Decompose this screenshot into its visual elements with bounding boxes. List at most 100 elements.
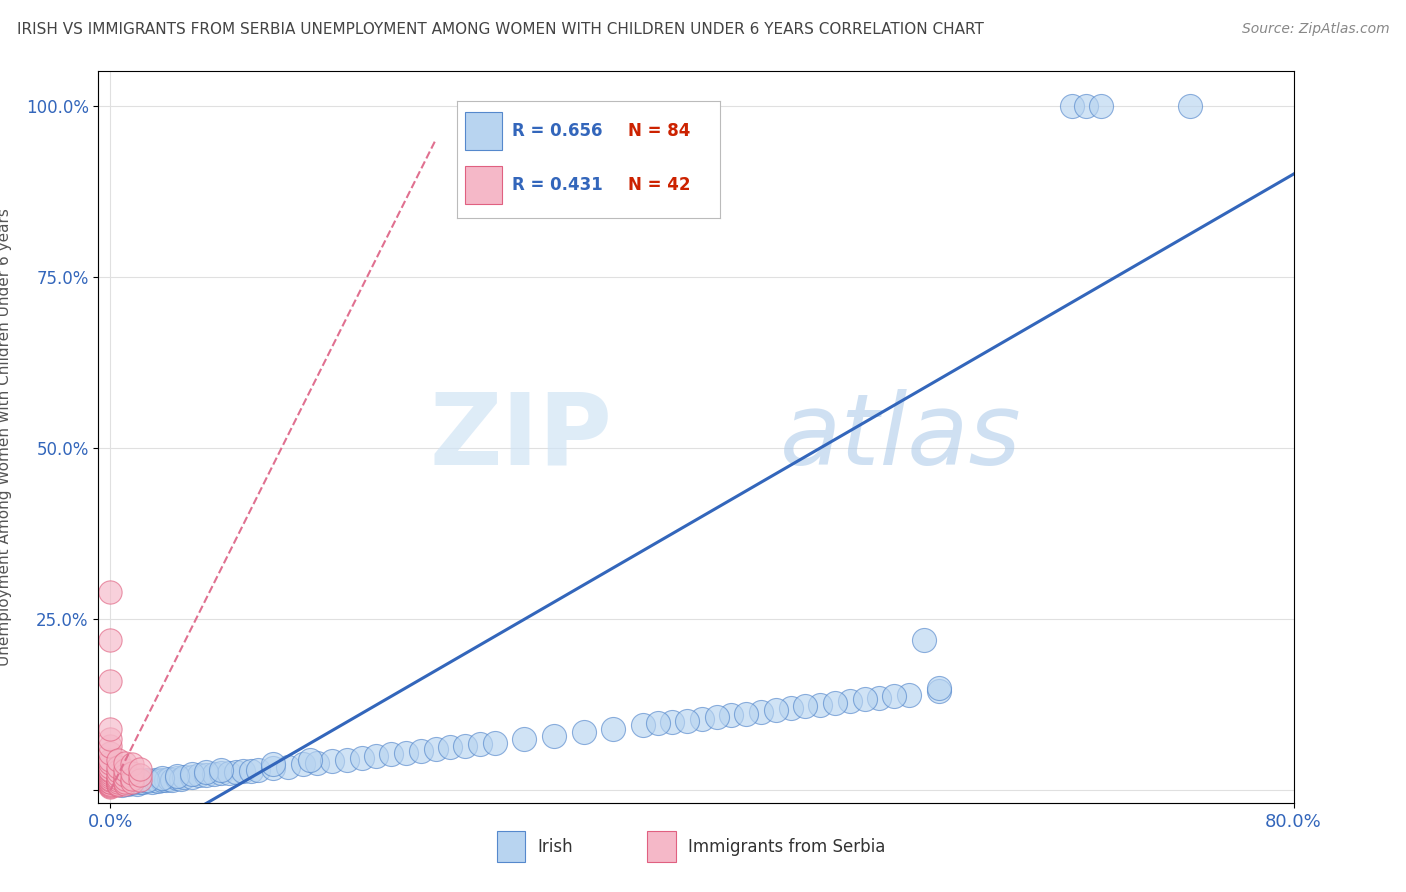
Point: [195, 768, 218, 782]
Point: [136, 773, 159, 788]
Point: [150, 771, 173, 785]
Point: [114, 775, 136, 789]
Point: [107, 768, 129, 782]
Point: [350, 750, 373, 764]
Point: [98, 732, 121, 747]
Point: [98, 722, 121, 736]
Text: Source: ZipAtlas.com: Source: ZipAtlas.com: [1241, 22, 1389, 37]
Text: atlas: atlas: [779, 389, 1021, 485]
Point: [98, 759, 121, 773]
Point: [1076, 98, 1098, 112]
Point: [298, 753, 321, 767]
Point: [162, 772, 184, 787]
Point: [98, 739, 121, 753]
Point: [572, 725, 595, 739]
Point: [150, 772, 173, 787]
Point: [409, 744, 432, 758]
Point: [98, 756, 121, 770]
Point: [117, 777, 139, 791]
Point: [107, 778, 129, 792]
Point: [1090, 98, 1112, 112]
Point: [779, 701, 801, 715]
Point: [366, 749, 388, 764]
Point: [202, 767, 225, 781]
Point: [395, 746, 418, 760]
Point: [98, 777, 121, 791]
Point: [794, 699, 817, 714]
Point: [853, 692, 876, 706]
Point: [1178, 98, 1201, 112]
Point: [143, 773, 166, 788]
Point: [209, 763, 232, 777]
Point: [121, 776, 143, 790]
Point: [690, 712, 713, 726]
Point: [765, 703, 787, 717]
Point: [173, 771, 195, 785]
Point: [141, 774, 163, 789]
Point: [321, 754, 343, 768]
Point: [166, 769, 188, 783]
Y-axis label: Unemployment Among Women with Children Under 6 years: Unemployment Among Women with Children U…: [0, 208, 11, 666]
Point: [121, 766, 143, 780]
Point: [180, 770, 202, 784]
Point: [232, 764, 254, 779]
Point: [107, 771, 129, 785]
Point: [307, 756, 329, 770]
Point: [111, 778, 134, 792]
Point: [121, 757, 143, 772]
Point: [98, 774, 121, 789]
Text: IRISH VS IMMIGRANTS FROM SERBIA UNEMPLOYMENT AMONG WOMEN WITH CHILDREN UNDER 6 Y: IRISH VS IMMIGRANTS FROM SERBIA UNEMPLOY…: [17, 22, 984, 37]
Point: [114, 777, 136, 791]
Point: [928, 681, 950, 695]
Point: [808, 698, 831, 712]
Point: [98, 764, 121, 779]
Point: [749, 705, 772, 719]
Point: [720, 708, 742, 723]
Point: [225, 764, 247, 779]
Point: [824, 696, 846, 710]
Point: [155, 773, 177, 788]
Point: [484, 735, 506, 749]
Point: [98, 778, 121, 792]
Point: [439, 740, 461, 755]
Point: [218, 765, 240, 780]
Point: [121, 772, 143, 786]
Point: [98, 763, 121, 777]
Point: [114, 774, 136, 789]
Point: [262, 757, 284, 772]
Point: [107, 773, 129, 788]
Point: [883, 689, 905, 703]
Point: [121, 775, 143, 789]
Point: [98, 775, 121, 789]
Point: [928, 684, 950, 698]
Point: [107, 774, 129, 789]
Point: [114, 768, 136, 782]
Point: [98, 768, 121, 782]
Point: [1060, 98, 1083, 112]
Point: [166, 771, 188, 785]
Point: [98, 766, 121, 780]
Point: [128, 762, 150, 776]
Point: [912, 632, 935, 647]
Point: [132, 775, 155, 789]
Point: [209, 766, 232, 780]
Point: [195, 764, 218, 779]
Point: [868, 691, 890, 706]
Point: [513, 732, 536, 747]
Point: [98, 753, 121, 767]
Point: [631, 718, 654, 732]
Point: [114, 763, 136, 777]
Point: [157, 772, 180, 786]
Point: [706, 710, 728, 724]
Point: [128, 768, 150, 782]
Point: [180, 767, 202, 781]
Point: [121, 775, 143, 789]
Point: [98, 632, 121, 647]
Point: [98, 585, 121, 599]
Point: [125, 777, 148, 791]
Point: [277, 759, 299, 773]
Point: [247, 763, 270, 777]
Point: [380, 747, 402, 761]
Point: [543, 729, 565, 743]
Point: [98, 770, 121, 784]
